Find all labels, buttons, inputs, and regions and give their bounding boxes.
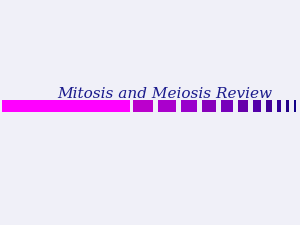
Bar — [158, 100, 176, 112]
Bar — [133, 100, 153, 112]
Bar — [294, 100, 296, 112]
Bar — [221, 100, 233, 112]
Bar — [253, 100, 261, 112]
Bar — [277, 100, 281, 112]
Bar — [202, 100, 216, 112]
Bar — [286, 100, 289, 112]
Text: Mitosis and Meiosis Review: Mitosis and Meiosis Review — [58, 88, 272, 101]
Bar — [181, 100, 197, 112]
Bar — [238, 100, 248, 112]
Bar — [266, 100, 272, 112]
Bar — [2, 100, 130, 112]
